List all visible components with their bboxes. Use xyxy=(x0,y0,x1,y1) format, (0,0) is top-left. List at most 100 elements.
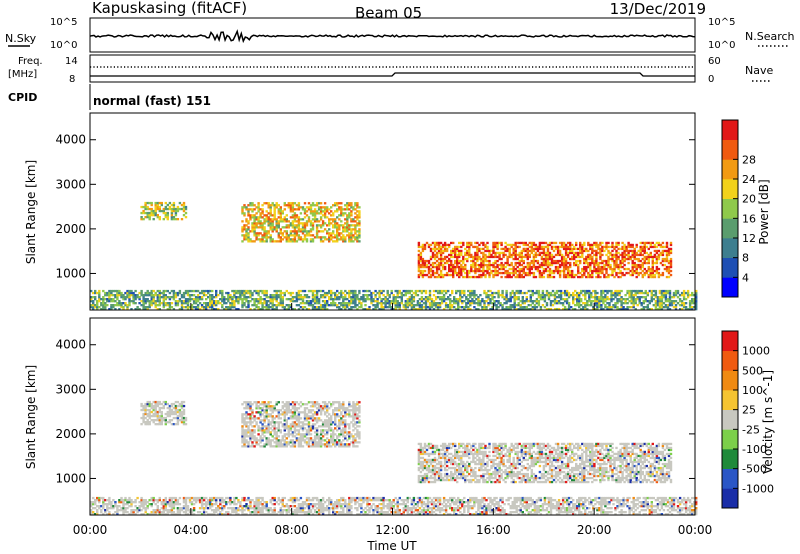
data-cell xyxy=(307,433,311,436)
data-cell xyxy=(597,261,600,265)
data-cell xyxy=(267,423,270,426)
data-cell xyxy=(587,273,590,277)
data-cell xyxy=(162,298,165,301)
data-cell xyxy=(606,291,609,295)
data-cell xyxy=(144,294,147,297)
data-cell xyxy=(500,265,503,269)
data-cell xyxy=(613,247,616,251)
data-cell xyxy=(494,253,497,257)
data-cell xyxy=(441,267,445,271)
data-cell xyxy=(473,291,476,295)
data-cell xyxy=(658,296,662,299)
data-cell xyxy=(482,243,485,247)
data-cell xyxy=(574,289,577,293)
data-cell xyxy=(269,222,272,225)
data-cell xyxy=(676,291,680,295)
data-cell xyxy=(455,302,458,305)
data-cell xyxy=(285,230,288,233)
data-cell xyxy=(162,207,165,211)
data-cell xyxy=(160,209,163,213)
data-cell xyxy=(425,259,429,263)
data-cell xyxy=(321,220,325,223)
data-cell xyxy=(443,257,447,261)
data-cell xyxy=(457,300,460,303)
data-cell xyxy=(668,289,672,293)
data-cell xyxy=(484,263,487,267)
data-cell xyxy=(618,289,621,293)
data-cell xyxy=(243,439,246,442)
data-cell xyxy=(602,298,605,301)
data-cell xyxy=(605,247,608,251)
data-cell xyxy=(500,263,503,267)
data-cell xyxy=(267,232,270,235)
data-cell xyxy=(496,247,499,251)
data-cell xyxy=(317,302,321,305)
data-cell xyxy=(398,289,401,293)
data-cell xyxy=(180,404,184,408)
data-cell xyxy=(654,302,658,305)
data-cell xyxy=(657,273,661,277)
data-cell xyxy=(504,253,507,257)
data-cell xyxy=(184,291,188,295)
data-cell xyxy=(233,304,236,307)
data-cell xyxy=(537,291,541,295)
data-cell xyxy=(695,302,698,305)
data-cell xyxy=(665,249,669,253)
data-cell xyxy=(303,306,307,309)
data-cell xyxy=(148,402,151,406)
data-cell xyxy=(635,253,638,257)
data-cell xyxy=(225,308,228,311)
data-cell xyxy=(452,251,455,255)
data-cell xyxy=(496,265,499,269)
data-cell xyxy=(529,296,532,299)
data-cell xyxy=(423,259,427,263)
data-cell xyxy=(271,298,274,301)
data-cell xyxy=(297,433,301,436)
data-cell xyxy=(261,427,264,430)
data-cell xyxy=(661,273,665,277)
data-cell xyxy=(665,265,669,269)
data-cell xyxy=(154,404,157,408)
data-cell xyxy=(261,291,264,295)
data-cell xyxy=(146,298,149,301)
data-cell xyxy=(450,251,453,255)
data-cell xyxy=(444,289,448,293)
data-cell xyxy=(380,304,383,307)
data-cell xyxy=(110,294,113,297)
data-cell xyxy=(247,204,250,207)
data-cell xyxy=(180,406,184,410)
data-cell xyxy=(340,220,343,223)
data-cell xyxy=(604,298,607,301)
data-cell xyxy=(253,439,256,442)
data-cell xyxy=(553,300,557,303)
data-cell xyxy=(693,298,696,301)
data-cell xyxy=(695,291,698,295)
data-cell xyxy=(346,291,349,295)
data-cell xyxy=(158,421,161,424)
data-cell xyxy=(538,269,542,273)
data-cell xyxy=(422,306,426,309)
data-cell xyxy=(313,411,317,414)
data-cell xyxy=(642,296,645,299)
data-cell xyxy=(614,294,617,297)
data-cell xyxy=(275,289,278,293)
data-cell xyxy=(666,308,670,311)
data-cell xyxy=(267,216,270,219)
data-cell xyxy=(449,306,452,309)
data-cell xyxy=(315,228,319,231)
data-cell xyxy=(617,257,620,261)
data-cell xyxy=(487,304,490,307)
data-cell xyxy=(460,265,463,269)
data-cell xyxy=(162,294,165,297)
data-cell xyxy=(289,425,293,428)
data-cell xyxy=(251,411,254,414)
data-cell xyxy=(589,265,592,269)
data-cell xyxy=(563,308,567,311)
data-cell xyxy=(317,409,321,412)
data-cell xyxy=(463,306,466,309)
data-cell xyxy=(422,298,426,301)
data-cell xyxy=(416,289,420,293)
data-cell xyxy=(394,302,397,305)
data-cell xyxy=(128,296,131,299)
data-cell xyxy=(605,245,608,249)
